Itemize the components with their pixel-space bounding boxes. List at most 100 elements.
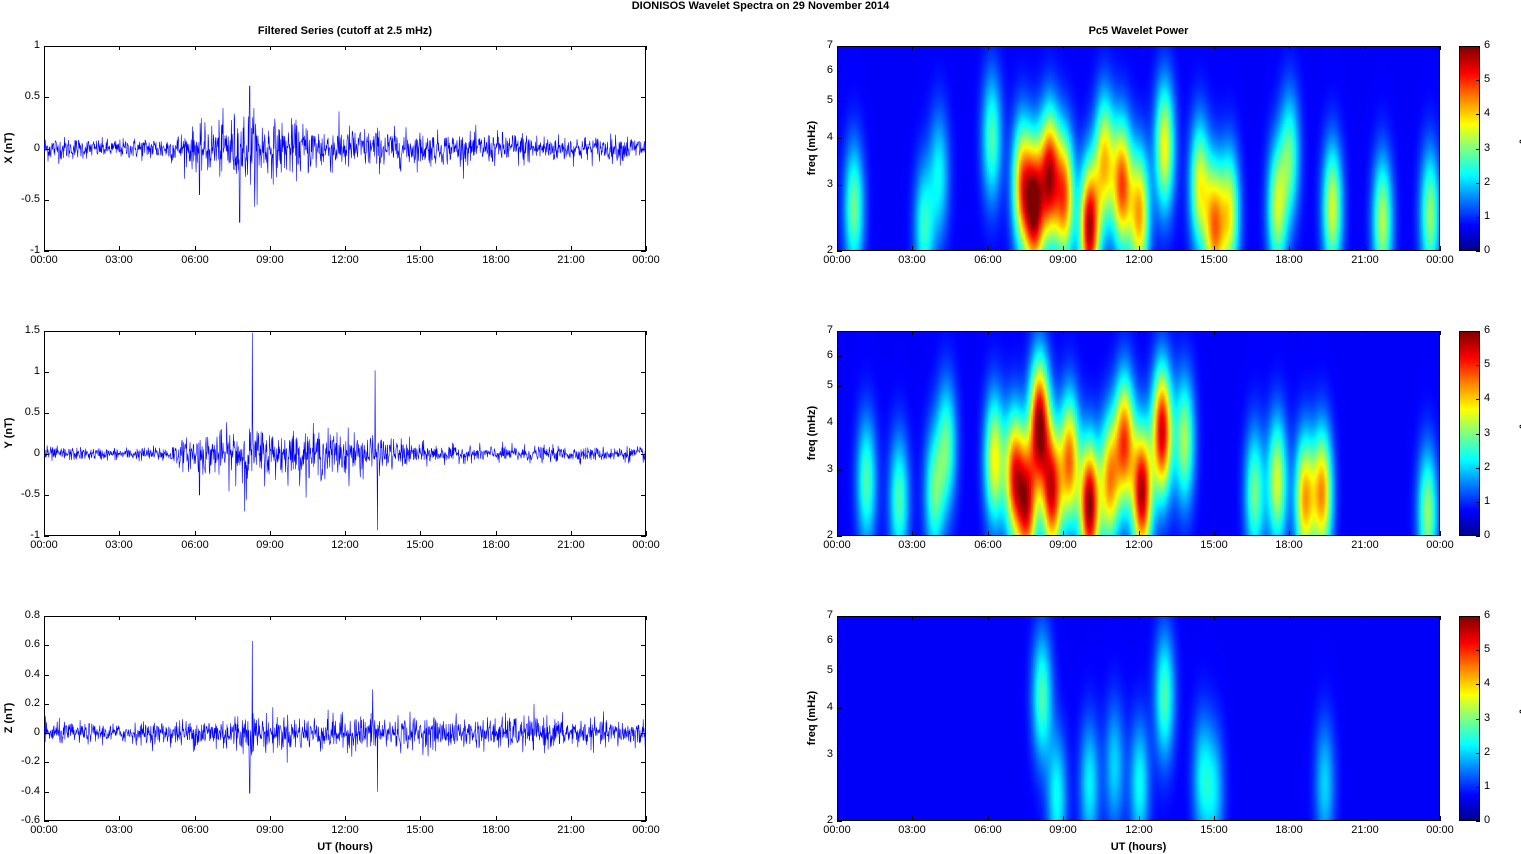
- spec-xtick-label: 00:00: [1426, 824, 1454, 836]
- spec-xtick-label: 00:00: [823, 539, 851, 551]
- spec-xtick-mark-top: [1440, 46, 1441, 50]
- page-title: DIONISOS Wavelet Spectra on 29 November …: [631, 0, 890, 12]
- ytick-label: -0.2: [21, 755, 40, 767]
- line-xtick-mark: [345, 816, 346, 821]
- freq-axis-label: freq (mHz): [806, 405, 818, 460]
- spec-xtick-label: 21:00: [1351, 539, 1379, 551]
- spec-xtick-mark: [1365, 816, 1366, 821]
- line-xtick-label: 21:00: [557, 539, 585, 551]
- line-xtick-label: 00:00: [632, 254, 660, 266]
- line-xtick-label: 00:00: [632, 539, 660, 551]
- line-xtick-mark-top: [270, 331, 271, 335]
- spec-xtick-mark: [1440, 246, 1441, 251]
- spec-xtick-mark: [1139, 816, 1140, 821]
- colorbar-tick-mark: [1476, 251, 1480, 252]
- freq-tick-mark: [837, 138, 842, 139]
- spec-xtick-label: 21:00: [1351, 824, 1379, 836]
- ytick-mark-right: [641, 454, 646, 455]
- ytick-label: 0.6: [24, 638, 40, 650]
- colorbar-tick-label: 0: [1484, 814, 1491, 826]
- line-xtick-mark-top: [345, 616, 346, 620]
- line-xtick-mark-top: [420, 46, 421, 50]
- freq-tick-mark: [837, 423, 842, 424]
- colorbar-tick-mark: [1476, 650, 1480, 651]
- freq-tick-label: 4: [826, 701, 833, 713]
- wavelet-heatmap: [838, 47, 1439, 250]
- spec-xtick-mark-top: [1440, 616, 1441, 620]
- line-xtick-mark: [571, 816, 572, 821]
- freq-tick-label: 3: [826, 463, 833, 475]
- line-xtick-mark-top: [195, 616, 196, 620]
- spec-xtick-label: 03:00: [898, 539, 926, 551]
- ytick-mark-right: [641, 675, 646, 676]
- spec-xtick-mark-top: [837, 616, 838, 620]
- line-xtick-mark-top: [496, 331, 497, 335]
- line-xtick-mark: [195, 246, 196, 251]
- colorbar-tick-mark: [1476, 468, 1480, 469]
- colorbar-tick-mark: [1476, 502, 1480, 503]
- spec-xtick-mark: [1214, 531, 1215, 536]
- spec-xtick-mark-top: [1214, 331, 1215, 335]
- spec-xtick-mark: [837, 246, 838, 251]
- spec-xtick-mark: [912, 816, 913, 821]
- line-xtick-label: 06:00: [181, 539, 209, 551]
- colorbar-tick-mark: [1476, 149, 1480, 150]
- spec-xtick-label: 15:00: [1200, 254, 1228, 266]
- freq-tick-label: 7: [826, 39, 833, 51]
- colorbar-tick-label: 5: [1484, 73, 1491, 85]
- ytick-label: 0: [33, 142, 40, 154]
- spec-xtick-label: 03:00: [898, 254, 926, 266]
- colorbar-tick-label: 5: [1484, 358, 1491, 370]
- freq-tick-mark: [837, 331, 842, 332]
- spec-xtick-mark-top: [1289, 616, 1290, 620]
- wavelet-power-plot-x: [837, 46, 1440, 251]
- line-xtick-mark: [646, 816, 647, 821]
- line-xtick-mark-top: [496, 46, 497, 50]
- trace-svg: [44, 640, 646, 794]
- spec-xtick-label: 12:00: [1125, 824, 1153, 836]
- ytick-mark: [44, 495, 49, 496]
- colorbar-tick-mark: [1476, 331, 1480, 332]
- freq-tick-label: 2: [826, 244, 833, 256]
- colorbar-tick-label: 3: [1484, 142, 1491, 154]
- freq-tick-label: 5: [826, 94, 833, 106]
- ytick-mark-right: [641, 821, 646, 822]
- ytick-mark-right: [641, 792, 646, 793]
- spec-xtick-label: 15:00: [1200, 539, 1228, 551]
- colorbar-tick-mark: [1476, 821, 1480, 822]
- colorbar-tick-label: 4: [1484, 392, 1491, 404]
- line-xtick-mark-top: [571, 331, 572, 335]
- spec-xtick-mark: [1289, 816, 1290, 821]
- right-column-title: Pc5 Wavelet Power: [1088, 25, 1189, 37]
- freq-tick-mark: [837, 251, 842, 252]
- spec-xtick-mark: [1289, 246, 1290, 251]
- freq-tick-mark: [837, 46, 842, 47]
- ytick-mark: [44, 200, 49, 201]
- spec-xtick-label: 18:00: [1275, 539, 1303, 551]
- spec-xtick-label: 03:00: [898, 824, 926, 836]
- line-xtick-label: 00:00: [632, 824, 660, 836]
- line-xtick-mark: [44, 816, 45, 821]
- ytick-label: 0.2: [24, 697, 40, 709]
- line-xtick-mark-top: [195, 331, 196, 335]
- ytick-label: 0: [33, 726, 40, 738]
- ytick-label: -1: [30, 244, 40, 256]
- line-xtick-label: 06:00: [181, 824, 209, 836]
- spec-xtick-mark-top: [1214, 616, 1215, 620]
- line-xtick-mark: [270, 816, 271, 821]
- line-xtick-mark: [345, 246, 346, 251]
- trace-svg: [44, 85, 646, 223]
- ytick-label: -0.4: [21, 785, 40, 797]
- freq-tick-mark: [837, 101, 842, 102]
- line-xtick-mark: [646, 246, 647, 251]
- ytick-mark-right: [641, 733, 646, 734]
- colorbar-tick-label: 2: [1484, 176, 1491, 188]
- ytick-label: 0.4: [24, 668, 40, 680]
- colorbar-tick-label: 0: [1484, 529, 1491, 541]
- spec-xtick-mark-top: [988, 331, 989, 335]
- line-xtick-label: 15:00: [406, 539, 434, 551]
- line-xtick-mark: [496, 816, 497, 821]
- colorbar-tick-label: 3: [1484, 427, 1491, 439]
- spec-xtick-mark: [1063, 246, 1064, 251]
- spec-xtick-mark-top: [837, 331, 838, 335]
